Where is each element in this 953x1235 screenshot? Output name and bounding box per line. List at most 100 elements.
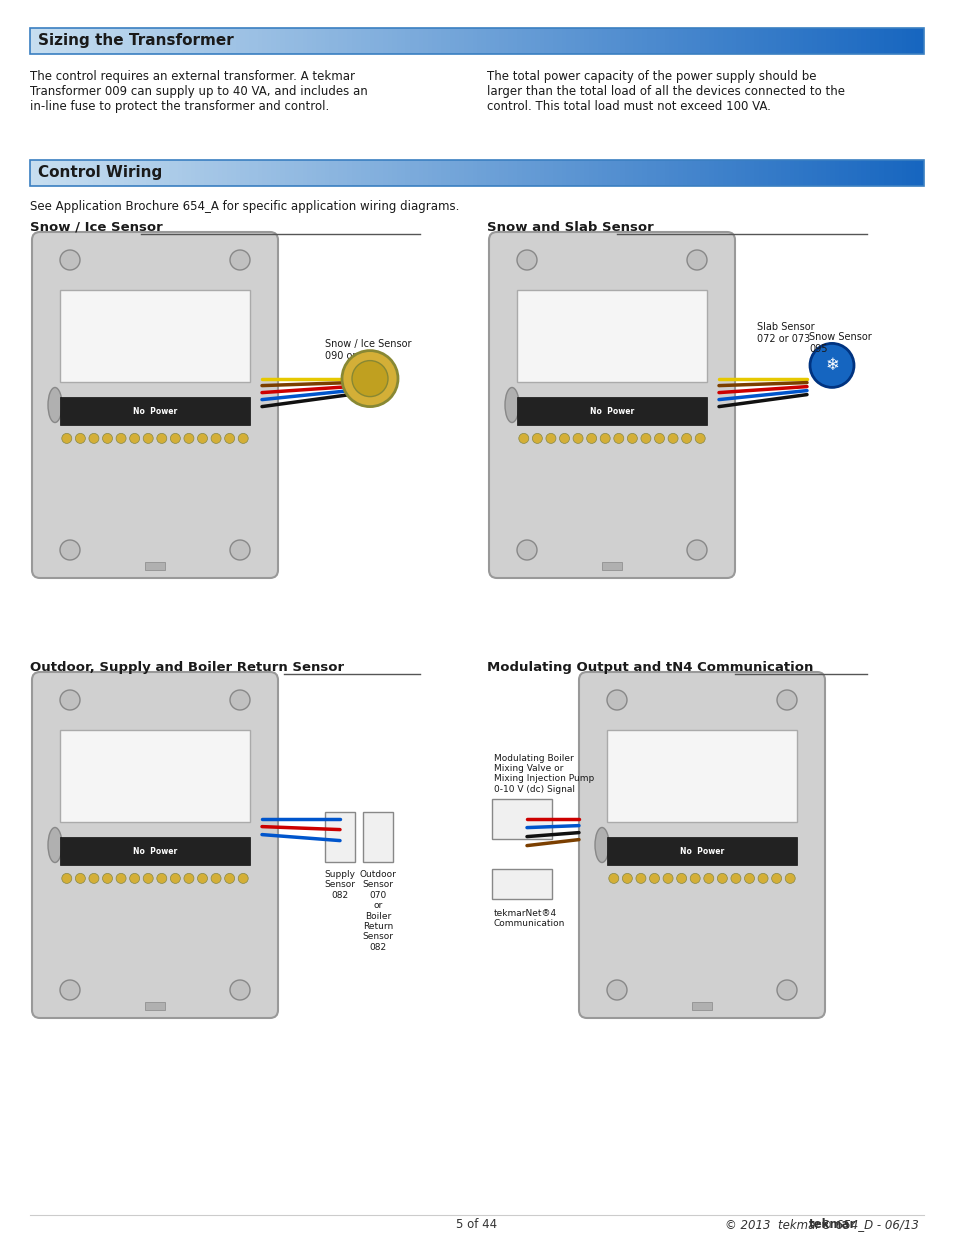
Bar <box>186 28 191 54</box>
Bar <box>271 161 275 186</box>
Bar <box>129 161 132 186</box>
Bar <box>374 161 378 186</box>
Circle shape <box>230 540 250 559</box>
Bar <box>682 161 686 186</box>
Circle shape <box>784 873 795 883</box>
Bar <box>535 161 539 186</box>
Bar <box>749 161 754 186</box>
Bar <box>146 28 151 54</box>
Bar <box>48 161 52 186</box>
Bar <box>758 28 762 54</box>
Bar <box>651 28 655 54</box>
Bar <box>704 161 709 186</box>
Bar <box>244 161 249 186</box>
Bar <box>132 161 137 186</box>
Bar <box>861 161 865 186</box>
Bar <box>280 28 285 54</box>
Bar <box>700 28 704 54</box>
Bar <box>172 161 177 186</box>
Bar <box>879 161 882 186</box>
Bar <box>839 28 842 54</box>
Circle shape <box>75 873 85 883</box>
Bar <box>619 161 624 186</box>
Bar <box>896 28 901 54</box>
Bar <box>289 28 294 54</box>
Bar <box>852 161 856 186</box>
Bar <box>177 161 182 186</box>
Circle shape <box>717 873 726 883</box>
Bar <box>414 161 418 186</box>
Bar <box>641 28 646 54</box>
Circle shape <box>230 249 250 270</box>
Bar <box>691 161 696 186</box>
Circle shape <box>640 433 650 443</box>
Bar <box>646 28 651 54</box>
Bar <box>280 161 285 186</box>
Bar <box>646 161 651 186</box>
Bar <box>579 28 583 54</box>
Circle shape <box>130 873 139 883</box>
Bar <box>789 28 794 54</box>
Bar <box>222 28 227 54</box>
Bar <box>869 28 874 54</box>
Bar <box>186 161 191 186</box>
Bar <box>887 161 892 186</box>
Circle shape <box>703 873 713 883</box>
Text: Snow and Slab Sensor: Snow and Slab Sensor <box>486 221 653 233</box>
Bar <box>517 398 706 425</box>
Bar <box>539 28 543 54</box>
Bar <box>869 161 874 186</box>
Bar <box>458 28 463 54</box>
Bar <box>132 28 137 54</box>
Bar <box>60 290 250 383</box>
Bar <box>512 161 517 186</box>
Bar <box>598 28 601 54</box>
Bar <box>682 28 686 54</box>
Circle shape <box>517 540 537 559</box>
Circle shape <box>156 873 167 883</box>
Circle shape <box>116 873 126 883</box>
Bar <box>468 161 472 186</box>
Bar <box>427 28 432 54</box>
Bar <box>231 28 235 54</box>
Bar <box>334 28 338 54</box>
Bar <box>606 730 796 823</box>
Bar <box>874 28 879 54</box>
Bar <box>410 161 414 186</box>
Bar <box>754 28 758 54</box>
Bar <box>601 562 621 571</box>
Bar <box>498 28 503 54</box>
FancyBboxPatch shape <box>578 672 824 1018</box>
Text: © 2013  tekmar® 654_D - 06/13: © 2013 tekmar® 654_D - 06/13 <box>724 1219 918 1231</box>
Bar <box>360 161 365 186</box>
Bar <box>468 28 472 54</box>
Bar <box>84 161 88 186</box>
Bar <box>235 161 240 186</box>
Bar <box>892 161 896 186</box>
Bar <box>575 161 579 186</box>
Bar <box>66 28 71 54</box>
Bar <box>436 161 441 186</box>
Bar <box>543 28 548 54</box>
Bar <box>794 161 798 186</box>
Bar <box>405 28 410 54</box>
Bar <box>334 161 338 186</box>
Bar <box>66 161 71 186</box>
Bar <box>794 28 798 54</box>
Bar <box>624 28 628 54</box>
Circle shape <box>352 361 388 396</box>
Bar <box>365 161 370 186</box>
Bar <box>271 28 275 54</box>
Text: Snow Sensor
095: Snow Sensor 095 <box>808 332 871 354</box>
Bar <box>485 161 490 186</box>
Bar <box>191 28 195 54</box>
Bar <box>352 161 355 186</box>
Bar <box>638 28 641 54</box>
Bar <box>476 161 481 186</box>
Bar <box>329 161 334 186</box>
Bar <box>601 28 606 54</box>
Bar <box>315 28 320 54</box>
Bar <box>44 28 48 54</box>
Bar <box>145 1002 165 1010</box>
Bar <box>302 161 307 186</box>
